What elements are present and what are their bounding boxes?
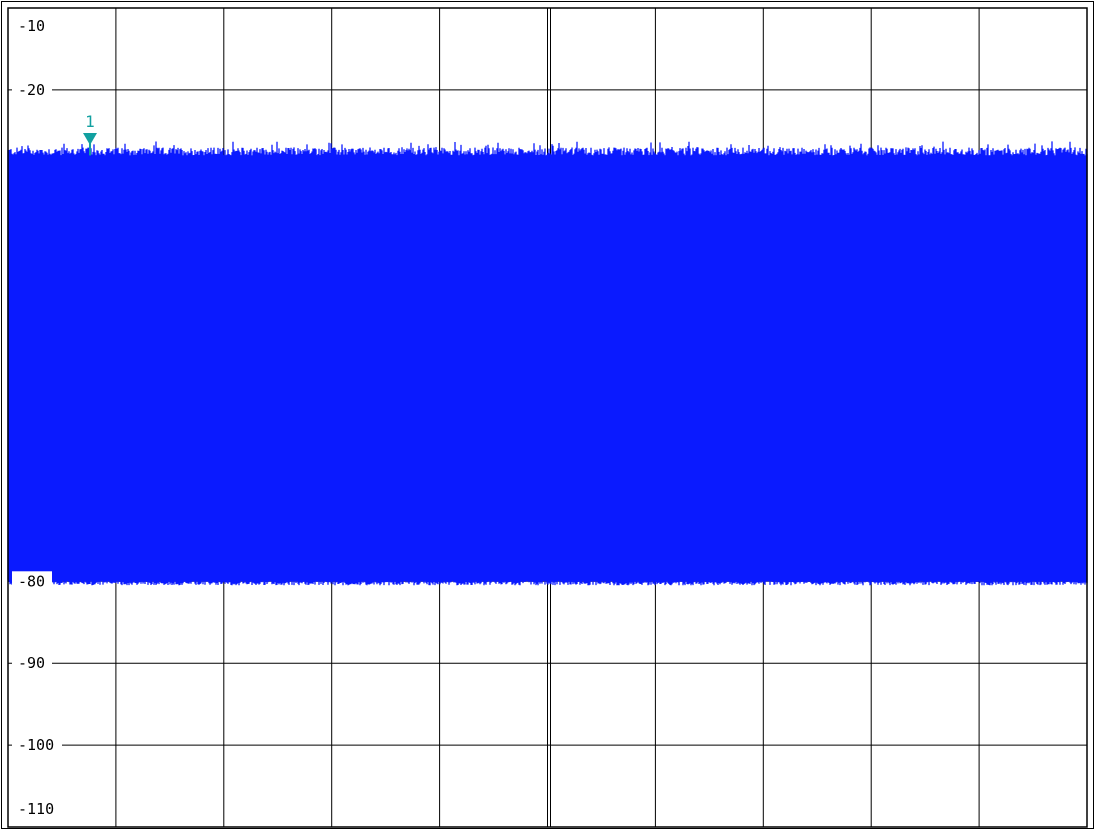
y-tick-label-background xyxy=(12,16,52,36)
y-tick-label-group: -90 xyxy=(12,653,52,674)
y-tick-label: -90 xyxy=(18,654,45,672)
trace-layer xyxy=(7,141,1088,586)
marker-1: 1 xyxy=(83,112,97,156)
marker-triangle xyxy=(83,133,97,146)
trace-noise xyxy=(7,141,1088,586)
y-tick-label: -20 xyxy=(18,81,45,99)
y-tick-label-background xyxy=(12,653,52,674)
y-tick-label-group: -10 xyxy=(12,16,52,36)
inner-frame xyxy=(7,7,1088,828)
y-tick-label-group: -80 xyxy=(12,571,52,592)
y-tick-label-group: -20 xyxy=(12,79,52,100)
y-tick-label-background xyxy=(12,799,62,819)
y-tick-label: -100 xyxy=(18,736,54,754)
y-tick-label-group: -100 xyxy=(12,735,62,756)
y-tick-label-background xyxy=(12,79,52,100)
y-tick-label: -110 xyxy=(18,800,54,818)
label-layer: -10 -20 -80 -90 -100 -110 xyxy=(12,16,62,819)
y-tick-label-group: -110 xyxy=(12,799,62,819)
y-tick-label: -10 xyxy=(18,17,45,35)
marker-layer: 1 xyxy=(83,112,97,156)
y-tick-label-background xyxy=(12,735,62,756)
y-tick-label-background xyxy=(12,571,52,592)
y-tick-label: -80 xyxy=(18,572,45,590)
marker-label: 1 xyxy=(85,112,95,131)
